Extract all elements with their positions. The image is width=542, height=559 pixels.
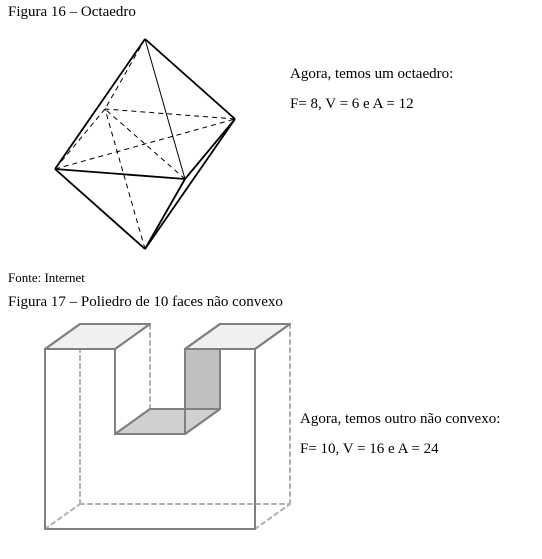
figure-16-source: Fonte: Internet: [0, 264, 542, 290]
figure-17-intro: Agora, temos outro não convexo:: [300, 404, 500, 434]
figure-17-row: Agora, temos outro não convexo: F= 10, V…: [0, 319, 542, 549]
figure-16-row: Agora, temos um octaedro: F= 8, V = 6 e …: [0, 29, 542, 264]
polyhedron-diagram: [0, 319, 300, 549]
octahedron-diagram: [0, 29, 290, 264]
figure-17-formula: F= 10, V = 16 e A = 24: [300, 434, 500, 464]
figure-16-text: Agora, temos um octaedro: F= 8, V = 6 e …: [290, 29, 453, 119]
figure-16-title: Figura 16 – Octaedro: [0, 0, 542, 29]
figure-16-formula: F= 8, V = 6 e A = 12: [290, 89, 453, 119]
figure-16-intro: Agora, temos um octaedro:: [290, 59, 453, 89]
figure-17-text: Agora, temos outro não convexo: F= 10, V…: [300, 404, 500, 464]
figure-17-title: Figura 17 – Poliedro de 10 faces não con…: [0, 290, 542, 319]
